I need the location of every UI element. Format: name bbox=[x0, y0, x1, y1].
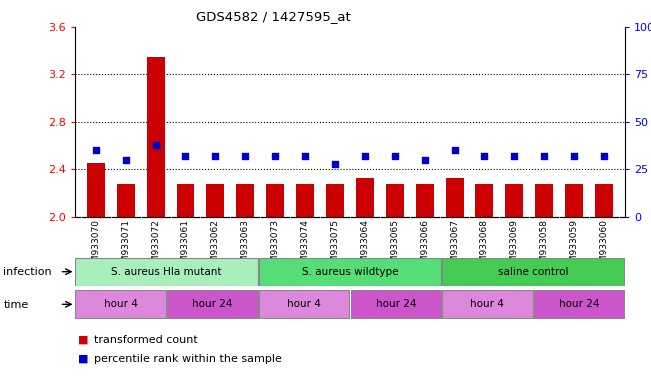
Text: GSM933073: GSM933073 bbox=[271, 219, 280, 274]
Bar bbox=[76, 291, 166, 318]
Text: percentile rank within the sample: percentile rank within the sample bbox=[94, 354, 283, 364]
Point bbox=[509, 153, 519, 159]
Text: GDS4582 / 1427595_at: GDS4582 / 1427595_at bbox=[196, 10, 351, 23]
Bar bbox=[475, 184, 493, 217]
Bar bbox=[167, 291, 258, 318]
Bar bbox=[350, 291, 441, 318]
Bar bbox=[296, 184, 314, 217]
Text: hour 4: hour 4 bbox=[471, 299, 505, 310]
Bar bbox=[176, 184, 195, 217]
Point bbox=[479, 153, 490, 159]
Text: time: time bbox=[3, 300, 29, 310]
Text: GSM933069: GSM933069 bbox=[510, 219, 519, 274]
Point bbox=[150, 142, 161, 148]
Bar bbox=[416, 184, 434, 217]
Text: GSM933067: GSM933067 bbox=[450, 219, 459, 274]
Bar bbox=[356, 178, 374, 217]
Bar bbox=[206, 184, 225, 217]
Text: GSM933066: GSM933066 bbox=[420, 219, 429, 274]
Point bbox=[599, 153, 609, 159]
Text: GSM933072: GSM933072 bbox=[151, 219, 160, 273]
Bar bbox=[259, 291, 350, 318]
Bar bbox=[146, 56, 165, 217]
Point bbox=[569, 153, 579, 159]
Text: hour 24: hour 24 bbox=[559, 299, 600, 310]
Text: GSM933074: GSM933074 bbox=[301, 219, 310, 273]
Text: hour 4: hour 4 bbox=[287, 299, 321, 310]
Bar bbox=[442, 291, 533, 318]
Text: hour 24: hour 24 bbox=[376, 299, 416, 310]
Text: S. aureus Hla mutant: S. aureus Hla mutant bbox=[111, 266, 222, 277]
Text: ■: ■ bbox=[78, 335, 89, 345]
Point bbox=[330, 161, 340, 167]
Bar bbox=[76, 258, 258, 286]
Text: saline control: saline control bbox=[498, 266, 568, 277]
Point bbox=[180, 153, 191, 159]
Bar bbox=[117, 184, 135, 217]
Point bbox=[240, 153, 251, 159]
Point bbox=[300, 153, 311, 159]
Text: S. aureus wildtype: S. aureus wildtype bbox=[301, 266, 398, 277]
Text: GSM933059: GSM933059 bbox=[570, 219, 579, 274]
Point bbox=[90, 147, 101, 154]
Bar bbox=[442, 258, 624, 286]
Text: hour 24: hour 24 bbox=[192, 299, 232, 310]
Bar bbox=[87, 164, 105, 217]
Bar bbox=[386, 184, 404, 217]
Bar bbox=[259, 258, 441, 286]
Text: GSM933058: GSM933058 bbox=[540, 219, 549, 274]
Point bbox=[120, 157, 131, 163]
Bar bbox=[535, 184, 553, 217]
Bar bbox=[326, 184, 344, 217]
Point bbox=[389, 153, 400, 159]
Bar bbox=[595, 184, 613, 217]
Text: GSM933062: GSM933062 bbox=[211, 219, 220, 273]
Text: GSM933075: GSM933075 bbox=[331, 219, 339, 274]
Text: GSM933061: GSM933061 bbox=[181, 219, 190, 274]
Text: transformed count: transformed count bbox=[94, 335, 198, 345]
Text: GSM933063: GSM933063 bbox=[241, 219, 250, 274]
Bar bbox=[505, 184, 523, 217]
Point bbox=[449, 147, 460, 154]
Bar bbox=[266, 184, 284, 217]
Point bbox=[359, 153, 370, 159]
Text: GSM933071: GSM933071 bbox=[121, 219, 130, 274]
Text: infection: infection bbox=[3, 267, 52, 277]
Point bbox=[419, 157, 430, 163]
Text: GSM933064: GSM933064 bbox=[361, 219, 369, 273]
Point bbox=[210, 153, 221, 159]
Text: GSM933070: GSM933070 bbox=[91, 219, 100, 274]
Text: ■: ■ bbox=[78, 354, 89, 364]
Bar bbox=[445, 178, 464, 217]
Text: hour 4: hour 4 bbox=[104, 299, 137, 310]
Text: GSM933060: GSM933060 bbox=[600, 219, 609, 274]
Bar bbox=[534, 291, 624, 318]
Point bbox=[539, 153, 549, 159]
Bar bbox=[565, 184, 583, 217]
Bar bbox=[236, 184, 255, 217]
Point bbox=[270, 153, 281, 159]
Text: GSM933068: GSM933068 bbox=[480, 219, 489, 274]
Text: GSM933065: GSM933065 bbox=[390, 219, 399, 274]
